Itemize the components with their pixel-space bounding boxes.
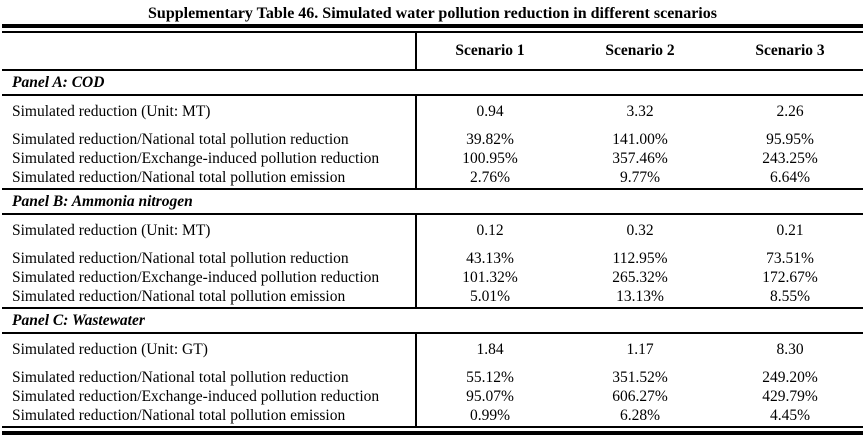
column-header-scenario-3: Scenario 3 bbox=[755, 42, 825, 59]
cell-value: 357.46% bbox=[612, 149, 668, 167]
cell-value: 3.32 bbox=[626, 103, 654, 120]
row-label: Simulated reduction (Unit: MT) bbox=[12, 222, 211, 239]
row-label: Simulated reduction/Exchange-induced pol… bbox=[12, 387, 380, 405]
cell-value: 606.27% bbox=[612, 387, 668, 405]
cell-value: 172.67% bbox=[762, 268, 818, 286]
cell-value: 0.94 bbox=[476, 103, 504, 120]
row-label: Simulated reduction/Exchange-induced pol… bbox=[12, 268, 380, 286]
cell-value: 2.26 bbox=[776, 103, 804, 120]
cell-value: 249.20% bbox=[762, 368, 818, 386]
cell-value: 6.28% bbox=[619, 406, 661, 424]
row-label: Simulated reduction/National total pollu… bbox=[12, 168, 346, 186]
row-label: Simulated reduction (Unit: GT) bbox=[12, 341, 208, 358]
cell-value: 6.64% bbox=[769, 168, 811, 186]
column-header-scenario-1: Scenario 1 bbox=[455, 42, 525, 59]
cell-value: 0.99% bbox=[469, 406, 511, 424]
rule bbox=[2, 332, 863, 334]
table-row: Simulated reduction/National total pollu… bbox=[0, 130, 865, 149]
cell-value: 4.45% bbox=[769, 406, 811, 424]
row-label: Simulated reduction/National total pollu… bbox=[12, 368, 349, 386]
table-row: Simulated reduction (Unit: GT) 1.84 1.17… bbox=[0, 337, 865, 363]
cell-value: 73.51% bbox=[766, 249, 814, 267]
cell-value: 265.32% bbox=[612, 268, 668, 286]
cell-value: 8.55% bbox=[769, 287, 811, 305]
column-header-row: Scenario 1 Scenario 2 Scenario 3 bbox=[0, 33, 865, 69]
table-row: Simulated reduction (Unit: MT) 0.94 3.32… bbox=[0, 99, 865, 125]
table-row: Simulated reduction/National total pollu… bbox=[0, 406, 865, 425]
cell-value: 351.52% bbox=[612, 368, 668, 386]
panel-a-header: Panel A: COD bbox=[12, 74, 105, 91]
row-label: Simulated reduction/National total pollu… bbox=[12, 130, 349, 148]
cell-value: 0.21 bbox=[776, 222, 804, 239]
cell-value: 13.13% bbox=[616, 287, 664, 305]
cell-value: 9.77% bbox=[619, 168, 661, 186]
cell-value: 8.30 bbox=[776, 341, 804, 358]
panel-b-header: Panel B: Ammonia nitrogen bbox=[12, 193, 193, 210]
table-row: Simulated reduction/National total pollu… bbox=[0, 287, 865, 306]
cell-value: 429.79% bbox=[762, 387, 818, 405]
rule bbox=[2, 69, 863, 71]
cell-value: 112.95% bbox=[612, 249, 668, 267]
table-row: Simulated reduction/National total pollu… bbox=[0, 249, 865, 268]
cell-value: 243.25% bbox=[762, 149, 818, 167]
table-row: Simulated reduction/Exchange-induced pol… bbox=[0, 387, 865, 406]
panel-c-body: Simulated reduction (Unit: GT) 1.84 1.17… bbox=[0, 334, 865, 426]
cell-value: 100.95% bbox=[462, 149, 518, 167]
table-row: Simulated reduction (Unit: MT) 0.12 0.32… bbox=[0, 218, 865, 244]
cell-value: 141.00% bbox=[612, 130, 668, 148]
column-header-scenario-2: Scenario 2 bbox=[605, 42, 675, 59]
top-double-rule bbox=[2, 24, 863, 33]
panel-c-header: Panel C: Wastewater bbox=[12, 312, 145, 329]
row-label: Simulated reduction/Exchange-induced pol… bbox=[12, 149, 380, 167]
cell-value: 55.12% bbox=[466, 368, 514, 386]
cell-value: 0.32 bbox=[626, 222, 654, 239]
panel-b-body: Simulated reduction (Unit: MT) 0.12 0.32… bbox=[0, 215, 865, 307]
table-row: Simulated reduction/National total pollu… bbox=[0, 168, 865, 187]
rule bbox=[2, 188, 863, 190]
bottom-double-rule bbox=[2, 426, 863, 435]
cell-value: 2.76% bbox=[469, 168, 511, 186]
cell-value: 5.01% bbox=[469, 287, 511, 305]
row-label: Simulated reduction (Unit: MT) bbox=[12, 103, 211, 120]
rule bbox=[2, 213, 863, 215]
cell-value: 0.12 bbox=[476, 222, 504, 239]
cell-value: 95.07% bbox=[466, 387, 514, 405]
cell-value: 95.95% bbox=[766, 130, 814, 148]
table-row: Simulated reduction/Exchange-induced pol… bbox=[0, 268, 865, 287]
cell-value: 101.32% bbox=[462, 268, 518, 286]
cell-value: 1.17 bbox=[626, 341, 654, 358]
panel-a-body: Simulated reduction (Unit: MT) 0.94 3.32… bbox=[0, 96, 865, 188]
cell-value: 1.84 bbox=[476, 341, 504, 358]
rule bbox=[2, 94, 863, 96]
row-label: Simulated reduction/National total pollu… bbox=[12, 287, 346, 305]
row-label: Simulated reduction/National total pollu… bbox=[12, 406, 346, 424]
table-row: Simulated reduction/Exchange-induced pol… bbox=[0, 149, 865, 168]
rule bbox=[2, 307, 863, 309]
cell-value: 43.13% bbox=[466, 249, 514, 267]
row-label: Simulated reduction/National total pollu… bbox=[12, 249, 349, 267]
table-title: Supplementary Table 46. Simulated water … bbox=[148, 5, 717, 22]
table-row: Simulated reduction/National total pollu… bbox=[0, 368, 865, 387]
cell-value: 39.82% bbox=[466, 130, 514, 148]
